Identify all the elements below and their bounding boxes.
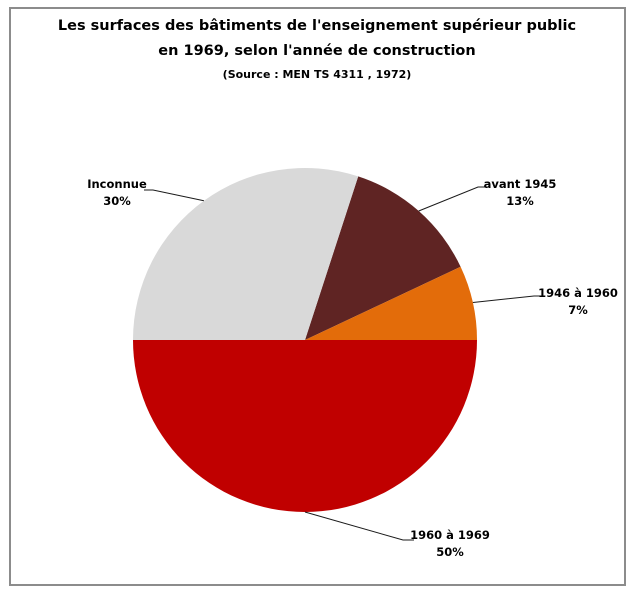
chart-title-line-2: en 1969, selon l'année de construction — [158, 43, 476, 59]
pie-slice-1946-1960 — [305, 266, 477, 340]
slice-label-pct: 7% — [568, 303, 588, 317]
slice-label-1946-a-1960: 1946 à 1960 7% — [518, 285, 634, 319]
pie-slice-inconnue — [133, 167, 359, 340]
chart-source: (Source : MEN TS 4311 , 1972) — [222, 68, 412, 81]
chart-title-block: Les surfaces des bâtiments de l'enseigne… — [0, 14, 634, 84]
leader-line-1946-1960 — [472, 295, 543, 303]
slice-label-pct: 13% — [506, 194, 534, 208]
slice-label-inconnue: Inconnue 30% — [57, 176, 177, 210]
leader-line-1960-1969 — [304, 511, 414, 541]
slice-label-text: Inconnue — [87, 177, 147, 191]
slice-label-pct: 50% — [436, 545, 464, 559]
chart-title-line-1: Les surfaces des bâtiments de l'enseigne… — [57, 18, 577, 34]
slice-label-1960-a-1969: 1960 à 1969 50% — [390, 527, 510, 561]
pie-slice-avant-1945 — [305, 176, 461, 340]
slice-label-avant-1945: avant 1945 13% — [460, 176, 580, 210]
slice-label-text: 1960 à 1969 — [410, 528, 490, 542]
slice-label-pct: 30% — [103, 194, 131, 208]
slice-label-text: 1946 à 1960 — [538, 286, 618, 300]
leader-line-avant-1945 — [418, 186, 487, 212]
leader-line-inconnue — [144, 189, 205, 202]
slice-label-text: avant 1945 — [483, 177, 557, 191]
pie-slice-1960-1969 — [133, 340, 477, 512]
